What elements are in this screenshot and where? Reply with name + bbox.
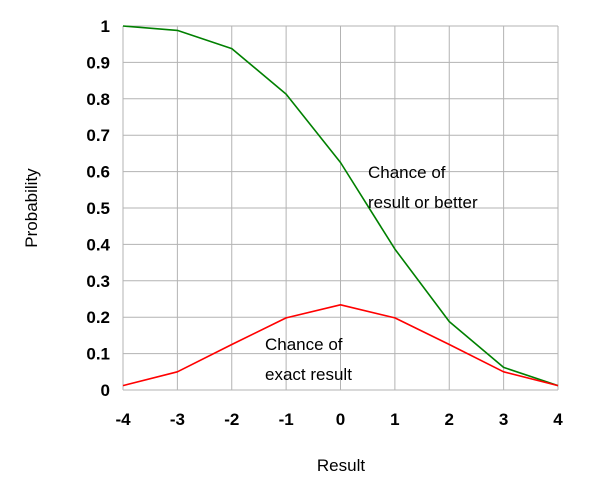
y-axis-title: Probability	[22, 168, 41, 248]
annotation-exact-result-line1: Chance of	[265, 335, 343, 354]
series-line-exact-result	[122, 303, 559, 387]
y-tick-label: 0.7	[86, 126, 110, 145]
x-tick-label: 4	[553, 410, 563, 429]
annotation-result-or-better-line1: Chance of	[368, 163, 446, 182]
x-tick-label: -4	[115, 410, 131, 429]
x-tick-label: -3	[170, 410, 185, 429]
x-tick-label: -1	[279, 410, 294, 429]
tick-labels: -4 -3 -2 -1 0 1 2 3 4 0 0.1 0.2 0.3 0.4 0.5 0.6 0.7 0.8 0.…	[86, 17, 563, 429]
y-tick-label: 0.1	[86, 345, 110, 364]
y-tick-label: 0.5	[86, 199, 110, 218]
annotation-exact-result-line2: exact result	[265, 365, 352, 384]
annotation-result-or-better-line2: result or better	[368, 193, 478, 212]
grid	[122, 25, 559, 391]
y-tick-label: 0.2	[86, 308, 110, 327]
y-tick-label: 0.6	[86, 163, 110, 182]
x-axis-title: Result	[317, 456, 365, 475]
y-tick-label: 0.8	[86, 90, 110, 109]
y-tick-label: 0.4	[86, 235, 110, 254]
series-layer	[122, 25, 559, 387]
x-tick-label: 1	[390, 410, 399, 429]
x-tick-label: 2	[445, 410, 454, 429]
y-tick-label: 1	[101, 17, 110, 36]
x-tick-label: 3	[499, 410, 508, 429]
x-tick-label: 0	[336, 410, 345, 429]
y-tick-label: 0	[101, 381, 110, 400]
x-tick-label: -2	[224, 410, 239, 429]
y-tick-label: 0.9	[86, 53, 110, 72]
y-tick-label: 0.3	[86, 272, 110, 291]
